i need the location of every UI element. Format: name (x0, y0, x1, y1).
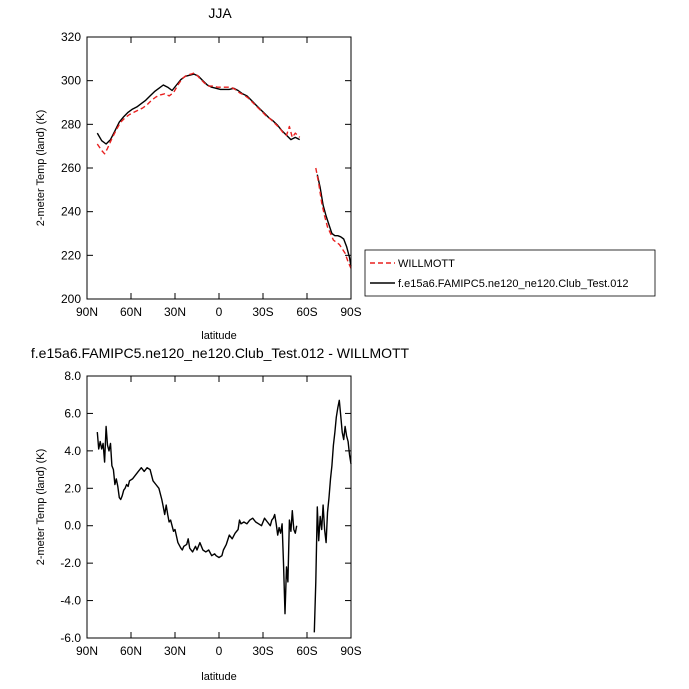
bottom-ytick-label: 8.0 (64, 369, 81, 383)
chart-bottom-title: f.e15a6.FAMIPC5.ne120_ne120.Club_Test.01… (31, 345, 410, 361)
chart-top-title: JJA (208, 5, 232, 21)
top-xtick-label: 30S (252, 305, 273, 319)
bottom-ytick-label: 2.0 (64, 481, 81, 495)
bottom-xtick-label: 90S (340, 644, 361, 658)
top-series-line-2 (96, 72, 301, 155)
bottom-xtick-label: 30S (252, 644, 273, 658)
bottom-ytick-label: 4.0 (64, 444, 81, 458)
chart-top: JJA 90N 60N 30N 0 30S 60S 90S 200 220 240 260 280 30… (35, 5, 362, 342)
bottom-ytick-label: 0.0 (64, 519, 81, 533)
chart-bottom-ylabel: 2-meter Temp (land) (K) (35, 449, 47, 566)
chart-top-xlabel: latitude (201, 330, 236, 342)
bottom-xtick-label: 60S (296, 644, 317, 658)
chart-top-legend: WILLMOTT f.e15a6.FAMIPC5.ne120_ne120.Clu… (364, 249, 656, 297)
legend-willmott-label: WILLMOTT (398, 258, 455, 270)
chart-top-frame (86, 36, 352, 300)
top-ytick-label: 220 (61, 248, 81, 262)
top-ytick-label: 320 (61, 30, 81, 44)
bottom-series-line-1 (96, 425, 298, 615)
top-xtick-label: 90N (76, 305, 98, 319)
bottom-ytick-label: 6.0 (64, 406, 81, 420)
bottom-series-line-1 (313, 399, 352, 633)
bottom-xtick-label: 60N (120, 644, 142, 658)
chart-bottom: f.e15a6.FAMIPC5.ne120_ne120.Club_Test.01… (31, 345, 410, 683)
top-ytick-label: 240 (61, 205, 81, 219)
chart-top-ticks: 90N 60N 30N 0 30S 60S 90S 200 220 240 260 280 300 320 (61, 30, 362, 319)
top-series-line-1 (316, 174, 352, 267)
top-xtick-label: 60S (296, 305, 317, 319)
bottom-xtick-label: 30N (164, 644, 186, 658)
chart-top-series (96, 72, 352, 269)
top-series-line-1 (96, 73, 301, 145)
top-xtick-label: 30N (164, 305, 186, 319)
top-ytick-label: 200 (61, 292, 81, 306)
top-ytick-label: 260 (61, 161, 81, 175)
chart-top-ylabel: 2-meter Temp (land) (K) (35, 110, 47, 227)
top-xtick-label: 90S (340, 305, 361, 319)
chart-bottom-xlabel: latitude (201, 671, 236, 683)
bottom-ytick-label: -6.0 (60, 631, 81, 645)
top-xtick-label: 0 (216, 305, 223, 319)
legend-model-label: f.e15a6.FAMIPC5.ne120_ne120.Club_Test.01… (398, 278, 629, 290)
chart-bottom-frame (86, 375, 352, 639)
chart-bottom-ticks: 90N 60N 30N 0 30S 60S 90S 8.0 6.0 4.0 2.0 0.0 -2.0 -4… (60, 369, 361, 658)
top-ytick-label: 280 (61, 117, 81, 131)
chart-bottom-series (96, 399, 352, 633)
top-xtick-label: 60N (120, 305, 142, 319)
bottom-ytick-label: -4.0 (60, 594, 81, 608)
bottom-xtick-label: 90N (76, 644, 98, 658)
legend-box (364, 249, 656, 297)
bottom-xtick-label: 0 (216, 644, 223, 658)
top-ytick-label: 300 (61, 74, 81, 88)
top-series-line-2 (315, 167, 352, 269)
bottom-ytick-label: -2.0 (60, 556, 81, 570)
